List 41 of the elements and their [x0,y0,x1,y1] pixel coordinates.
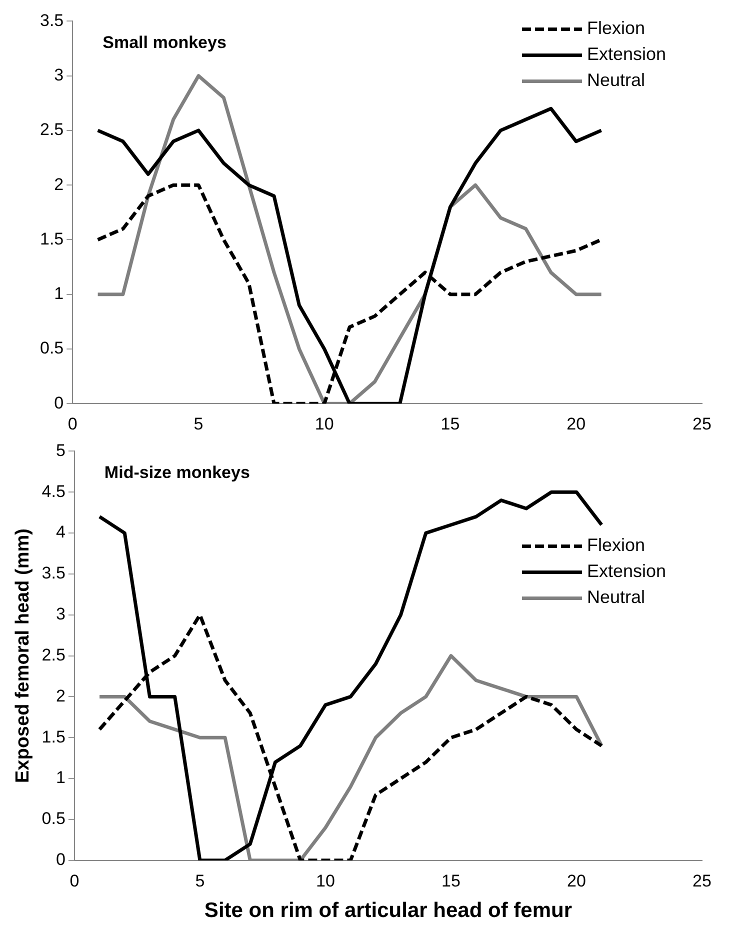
y-tick-label: 3 [56,604,66,624]
x-axis-title: Site on rim of articular head of femur [204,899,572,922]
x-tick-label: 25 [692,871,712,890]
x-tick-label: 15 [442,871,460,890]
y-tick-label: 3.5 [40,10,64,30]
y-tick-label: 2.5 [40,120,64,140]
x-tick-label: 0 [68,414,78,434]
legend-label: Neutral [587,587,646,608]
y-axis-title: Exposed femoral head (mm) [12,528,34,784]
text: Mid-size monkeys [104,462,250,482]
legend-label: Extension [587,561,666,582]
y-tick-label: 4.5 [42,482,66,501]
x-tick-label: 25 [692,414,712,434]
y-tick-label: 3.5 [42,564,66,583]
y-tick-label: 1.5 [42,727,66,746]
y-tick-label: 1 [54,284,64,304]
y-tick-label: 2 [56,686,66,706]
y-tick-label: 4 [56,522,66,542]
y-tick-label: 3 [54,66,64,85]
x-tick-label: 10 [316,871,335,890]
y-tick-label: 0 [54,393,64,412]
y-tick-label: 0 [56,850,66,870]
y-tick-label: 2 [54,174,64,194]
x-tick-label: 10 [314,414,334,434]
y-tick-label: 0.5 [40,338,64,358]
x-tick-label: 5 [195,871,205,890]
y-tick-label: 1.5 [40,229,64,248]
x-tick-label: 20 [566,414,586,434]
legend-label: Flexion [587,535,646,556]
legend-label: Extension [587,44,666,64]
x-tick-label: 15 [440,414,460,434]
legend-label: Neutral [587,70,646,90]
legend-label: Flexion [587,18,646,38]
x-tick-label: 0 [70,871,80,890]
y-tick-label: 0.5 [42,809,66,828]
x-tick-label: 5 [194,414,204,434]
y-tick-label: 2.5 [42,645,66,664]
y-tick-label: 1 [56,768,66,788]
y-tick-label: 5 [56,440,66,460]
text: Small monkeys [102,32,226,52]
x-tick-label: 20 [567,871,586,890]
